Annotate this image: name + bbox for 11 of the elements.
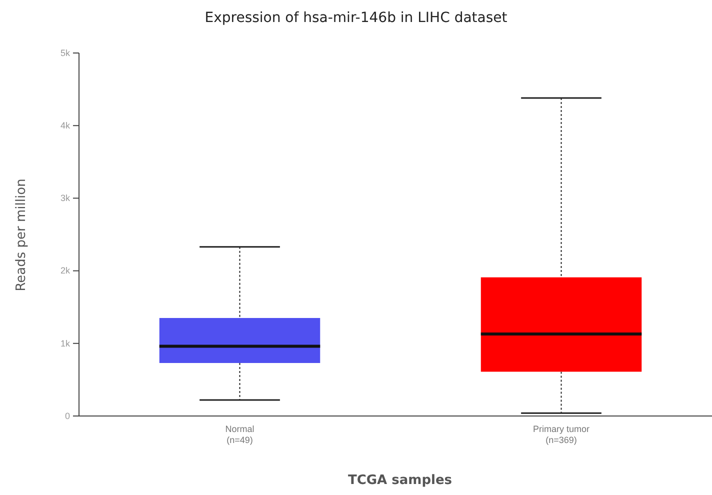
x-tick-label: Primary tumor (n=369) — [532, 424, 590, 445]
x-tick-label: Normal (n=49) — [225, 424, 254, 445]
y-tick-label: 3k — [60, 193, 70, 204]
y-axis-title: Reads per million — [14, 178, 29, 292]
x-axis-title: TCGA samples — [348, 473, 452, 488]
y-tick-label: 2k — [60, 266, 70, 276]
y-tick-label: 5k — [60, 48, 70, 58]
y-tick-label: 4k — [60, 120, 70, 130]
y-tick-label: 1k — [60, 338, 70, 348]
chart-title: Expression of hsa-mir-146b in LIHC dataset — [204, 10, 508, 26]
y-tick-label: 0 — [64, 410, 70, 421]
